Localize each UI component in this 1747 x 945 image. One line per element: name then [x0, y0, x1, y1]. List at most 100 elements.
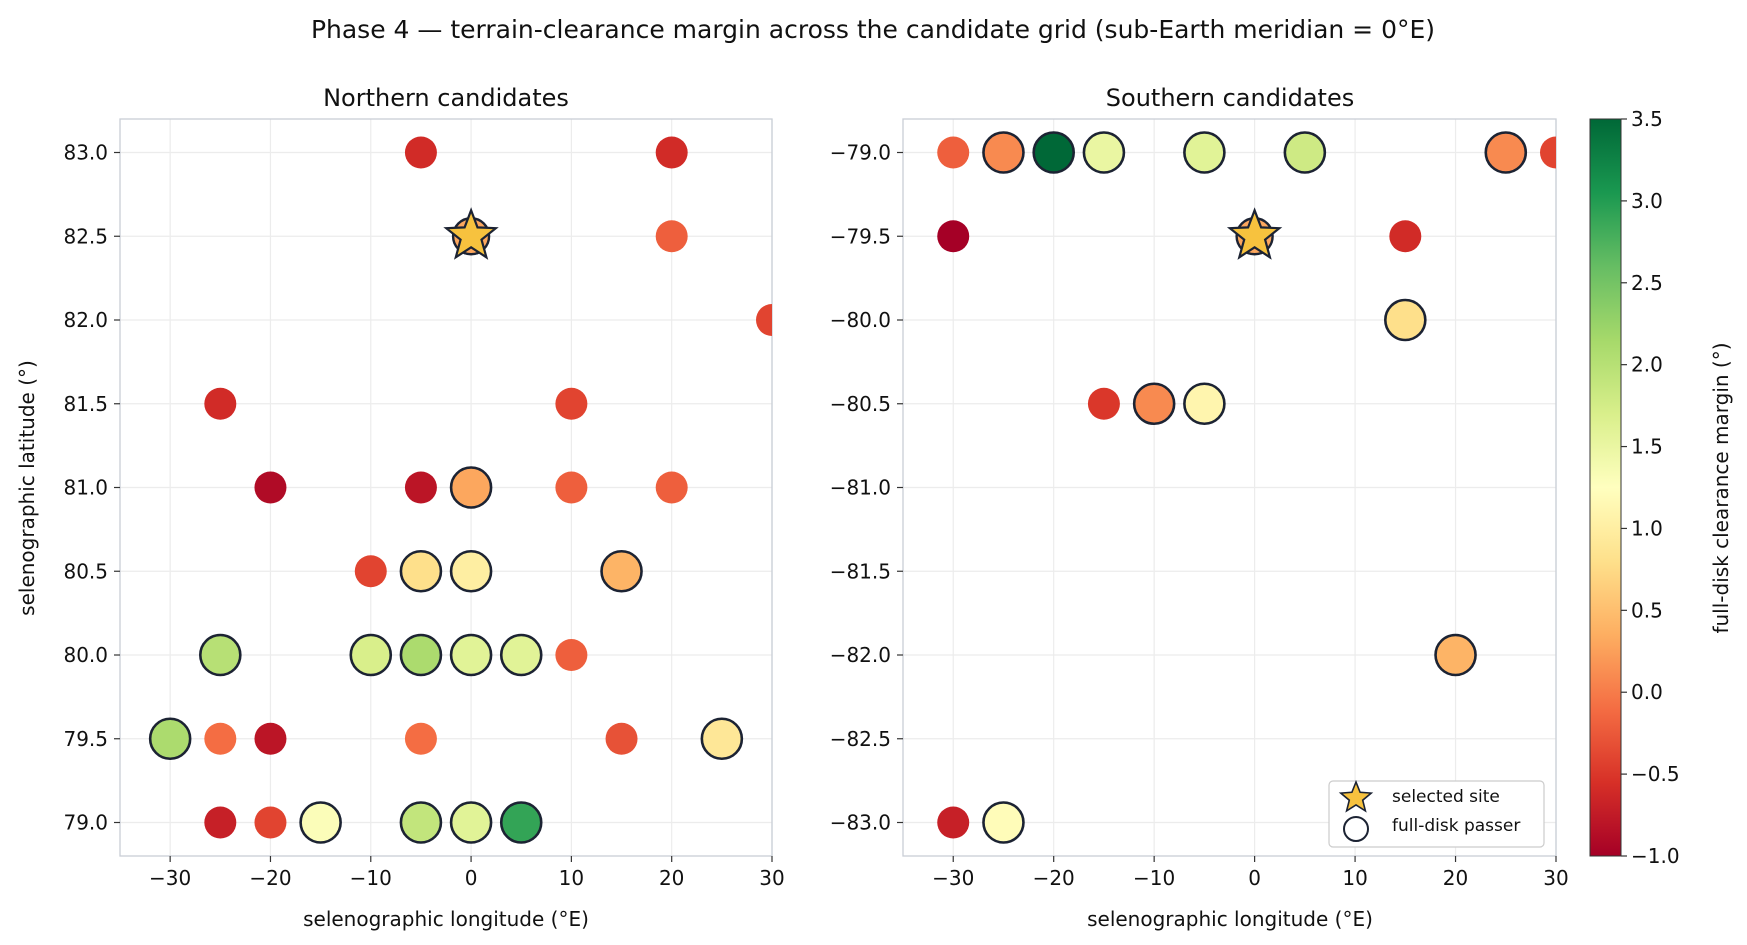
northern-candidate-point: [254, 806, 287, 839]
southern-x-axis-label: selenographic longitude (°E): [1087, 907, 1373, 931]
northern-candidate-point: [605, 722, 638, 755]
northern-passer-point: [399, 633, 443, 677]
southern-passer-point: [1082, 131, 1126, 174]
northern-passer-point: [499, 633, 543, 677]
colorbar-tick-label: 2.0: [1631, 353, 1663, 377]
northern-passer-point: [499, 801, 543, 844]
southern-markers: [937, 131, 1556, 844]
colorbar-tick-label: −1.0: [1631, 844, 1680, 868]
southern-passer-point: [982, 131, 1025, 174]
northern-x-tick-label: 0: [465, 866, 478, 890]
northern-candidate-point: [404, 471, 437, 504]
southern-candidate-point: [937, 806, 970, 839]
legend-selected-label: selected site: [1392, 787, 1500, 807]
southern-x-tick-label: −20: [1033, 866, 1075, 890]
southern-candidate-point: [937, 220, 970, 253]
colorbar-tick-label: 2.5: [1631, 271, 1663, 295]
northern-y-tick-label: 80.0: [63, 643, 108, 667]
northern-candidate-point: [555, 387, 588, 420]
legend-passer-label: full-disk passer: [1392, 816, 1520, 836]
colorbar-tick-label: 3.0: [1631, 189, 1663, 213]
colorbar-tick-label: 0.5: [1631, 598, 1663, 622]
northern-candidate-point: [404, 136, 437, 169]
southern-passer-point: [1032, 131, 1075, 174]
northern-passer-point: [449, 633, 493, 677]
colorbar-label: full-disk clearance margin (°): [1709, 342, 1733, 633]
southern-y-tick-label: −83.0: [830, 811, 891, 835]
northern-candidate-point: [354, 555, 387, 588]
colorbar-tick-label: 0.0: [1631, 680, 1663, 704]
southern-y-tick-label: −80.0: [830, 308, 891, 332]
southern-y-tick-label: −81.5: [830, 559, 891, 583]
northern-candidate-point: [655, 471, 688, 504]
northern-passer-point: [449, 801, 493, 844]
southern-x-tick-label: −30: [932, 866, 974, 890]
colorbar: full-disk clearance margin (°) 3.5 3.0 2.5…: [1589, 107, 1733, 868]
southern-passer-point: [1132, 382, 1176, 426]
northern-candidate-point: [404, 722, 437, 755]
southern-x-tick-label: 20: [1443, 866, 1468, 890]
northern-y-tick-label: 81.5: [63, 392, 108, 416]
figure-title: Phase 4 — terrain-clearance margin acros…: [311, 15, 1435, 44]
northern-markers: [148, 136, 772, 844]
northern-y-tick-label: 83.0: [63, 141, 108, 165]
southern-y-tick-label: −82.5: [830, 727, 891, 751]
northern-x-tick-label: −10: [350, 866, 392, 890]
northern-passer-point: [199, 633, 242, 677]
northern-x-tick-label: 30: [759, 866, 784, 890]
northern-candidate-point: [655, 220, 688, 253]
northern-y-tick-label: 79.0: [63, 811, 108, 835]
southern-y-tick-label: −79.0: [830, 141, 891, 165]
northern-x-tick-label: 10: [559, 866, 584, 890]
northern-passer-point: [399, 801, 443, 844]
northern-y-tick-label: 79.5: [63, 727, 108, 751]
northern-passer-point: [399, 549, 443, 593]
legend-star-icon: [1338, 779, 1374, 813]
southern-passer-point: [1283, 131, 1327, 174]
southern-passer-point: [1183, 382, 1226, 426]
southern-passer-point: [982, 801, 1025, 844]
colorbar-tick-label: 1.5: [1631, 435, 1663, 459]
northern-candidate-point: [204, 387, 237, 420]
southern-y-tick-label: −79.5: [830, 224, 891, 248]
northern-x-tick-label: −30: [149, 866, 191, 890]
northern-passer-point: [349, 633, 393, 677]
southern-y-tick-label: −81.0: [830, 476, 891, 500]
northern-passer-point: [299, 801, 342, 844]
northern-panel: Northern candidates selenographic longit…: [15, 84, 785, 931]
northern-candidate-point: [254, 471, 287, 504]
southern-x-tick-label: 30: [1543, 866, 1568, 890]
southern-y-tick-label: −82.0: [830, 643, 891, 667]
legend-box: [1328, 780, 1545, 848]
southern-selected-site-star: [1226, 207, 1283, 260]
northern-passer-point: [148, 717, 192, 761]
southern-passer-point: [1183, 131, 1226, 174]
southern-candidate-point: [937, 136, 970, 169]
southern-passer-point: [1434, 633, 1477, 677]
colorbar-tick-label: −0.5: [1631, 762, 1680, 786]
northern-passer-point: [700, 717, 744, 761]
northern-y-axis-label: selenographic latitude (°): [15, 360, 39, 616]
legend: selected site full-disk passer: [1328, 779, 1545, 848]
northern-y-tick-label: 81.0: [63, 476, 108, 500]
northern-candidate-point: [555, 639, 588, 671]
northern-candidate-point: [204, 806, 237, 839]
legend-ring-icon: [1343, 816, 1369, 842]
northern-selected-site-star: [443, 207, 499, 260]
colorbar-gradient: [1589, 118, 1622, 857]
colorbar-tick-label: 1.0: [1631, 516, 1663, 540]
northern-passer-point: [449, 549, 493, 593]
southern-panel-title: Southern candidates: [1106, 84, 1354, 112]
northern-candidate-point: [254, 722, 287, 755]
southern-x-tick-label: 0: [1248, 866, 1261, 890]
southern-passer-point: [1484, 131, 1528, 174]
northern-candidate-point: [555, 471, 588, 504]
northern-x-axis-label: selenographic longitude (°E): [303, 907, 589, 931]
northern-x-tick-label: 20: [659, 866, 684, 890]
southern-candidate-point: [1087, 387, 1120, 420]
northern-candidate-point: [756, 304, 772, 336]
northern-passer-point: [600, 549, 643, 593]
southern-passer-point: [1384, 298, 1427, 342]
northern-panel-title: Northern candidates: [323, 84, 569, 112]
